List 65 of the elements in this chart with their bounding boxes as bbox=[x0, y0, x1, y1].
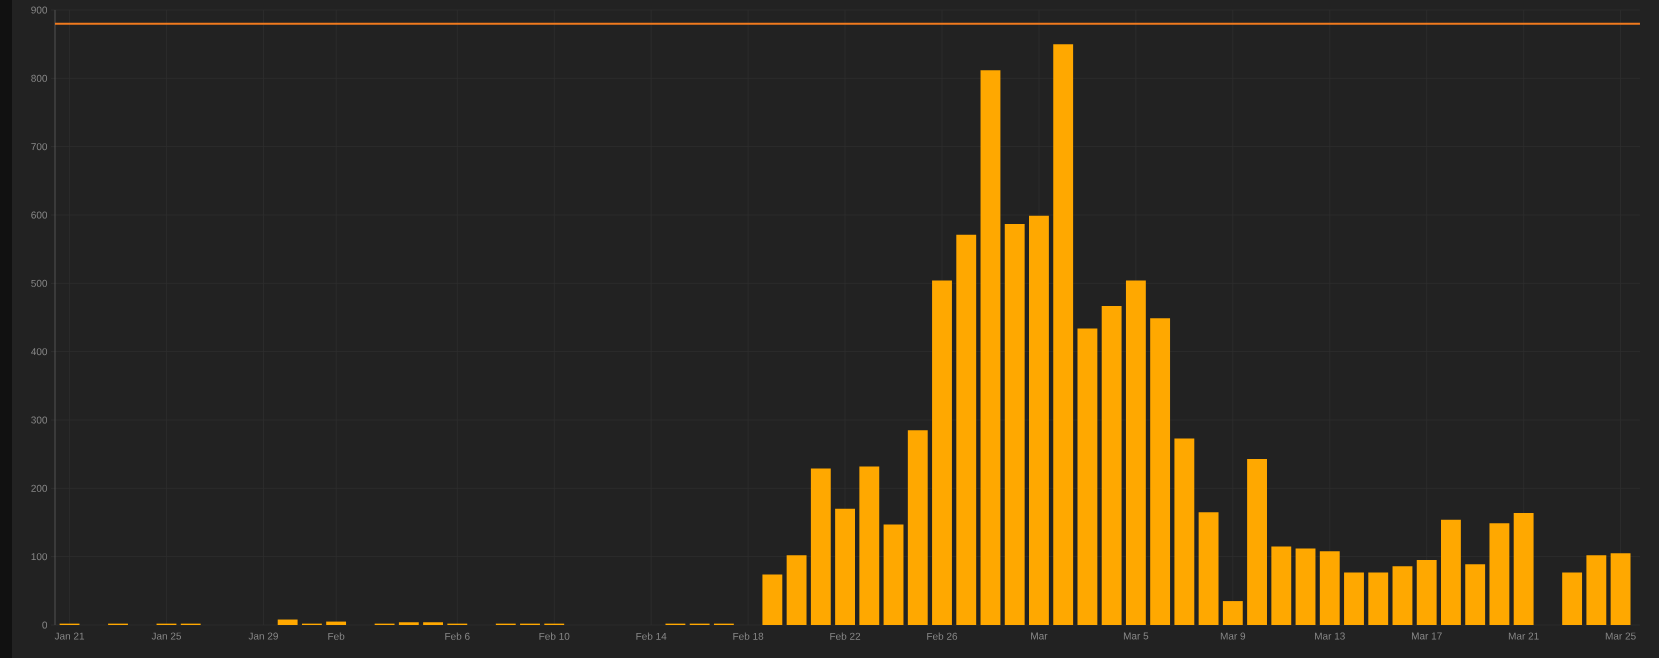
y-tick-label: 700 bbox=[31, 143, 48, 151]
bar bbox=[1029, 215, 1049, 625]
x-tick-label: Feb 18 bbox=[733, 632, 764, 640]
x-tick-label: Mar 9 bbox=[1220, 632, 1246, 640]
bar bbox=[956, 234, 977, 625]
x-tick-label: Feb 26 bbox=[927, 632, 958, 640]
bar bbox=[1150, 318, 1171, 625]
x-tick-label: Feb 10 bbox=[539, 632, 570, 640]
bar bbox=[1295, 548, 1316, 625]
bar bbox=[1368, 572, 1389, 625]
x-tick-label: Mar 13 bbox=[1315, 632, 1345, 640]
x-tick-label: Jan 25 bbox=[151, 632, 182, 640]
x-tick-label: Feb 14 bbox=[636, 632, 667, 640]
x-tick-label: Jan 21 bbox=[54, 632, 85, 640]
bar bbox=[907, 430, 928, 625]
bar bbox=[1004, 223, 1025, 625]
y-tick-label: 200 bbox=[31, 484, 48, 492]
bar bbox=[810, 468, 831, 625]
bar bbox=[423, 622, 443, 625]
bar bbox=[1610, 553, 1631, 625]
bar bbox=[762, 574, 783, 625]
bar bbox=[980, 70, 1001, 625]
x-tick-label: Feb 6 bbox=[445, 632, 470, 640]
bar bbox=[1392, 566, 1413, 625]
bar bbox=[932, 280, 952, 625]
bar bbox=[1465, 564, 1486, 625]
bar bbox=[1198, 512, 1219, 625]
x-tick-label: Jan 29 bbox=[248, 632, 278, 640]
bar bbox=[1489, 523, 1510, 625]
y-tick-label: 300 bbox=[31, 416, 48, 424]
bar bbox=[1271, 546, 1292, 625]
bar bbox=[1247, 458, 1267, 625]
bar bbox=[1416, 560, 1437, 625]
x-tick-label: Mar 17 bbox=[1411, 632, 1442, 640]
bar bbox=[277, 619, 298, 625]
bar bbox=[1562, 572, 1583, 625]
bar bbox=[1344, 572, 1364, 625]
x-tick-label: Feb 22 bbox=[830, 632, 861, 640]
y-tick-label: 400 bbox=[31, 348, 48, 356]
bar bbox=[1053, 44, 1074, 625]
y-tick-label: 600 bbox=[31, 211, 48, 219]
bar bbox=[859, 466, 880, 625]
bar bbox=[1077, 328, 1098, 625]
bar bbox=[786, 555, 807, 625]
bar bbox=[1222, 601, 1243, 625]
bar bbox=[1101, 305, 1122, 625]
bar bbox=[1586, 555, 1607, 625]
bar bbox=[398, 622, 419, 625]
bar bbox=[1319, 551, 1340, 625]
bar bbox=[835, 508, 855, 625]
x-tick-label: Feb bbox=[328, 632, 345, 640]
y-tick-label: 900 bbox=[31, 6, 48, 14]
y-tick-label: 100 bbox=[31, 553, 48, 561]
y-tick-label: 800 bbox=[31, 74, 48, 82]
x-tick-label: Mar 25 bbox=[1605, 632, 1636, 640]
x-tick-label: Mar 21 bbox=[1508, 632, 1539, 640]
y-tick-label: 0 bbox=[42, 621, 48, 629]
x-tick-label: Mar bbox=[1031, 632, 1048, 640]
bar bbox=[1513, 512, 1534, 625]
bar bbox=[1125, 280, 1146, 625]
bar bbox=[1174, 438, 1195, 625]
bar bbox=[1441, 519, 1461, 625]
bar bbox=[883, 524, 904, 625]
x-tick-label: Mar 5 bbox=[1123, 632, 1149, 640]
y-tick-label: 500 bbox=[31, 279, 48, 287]
